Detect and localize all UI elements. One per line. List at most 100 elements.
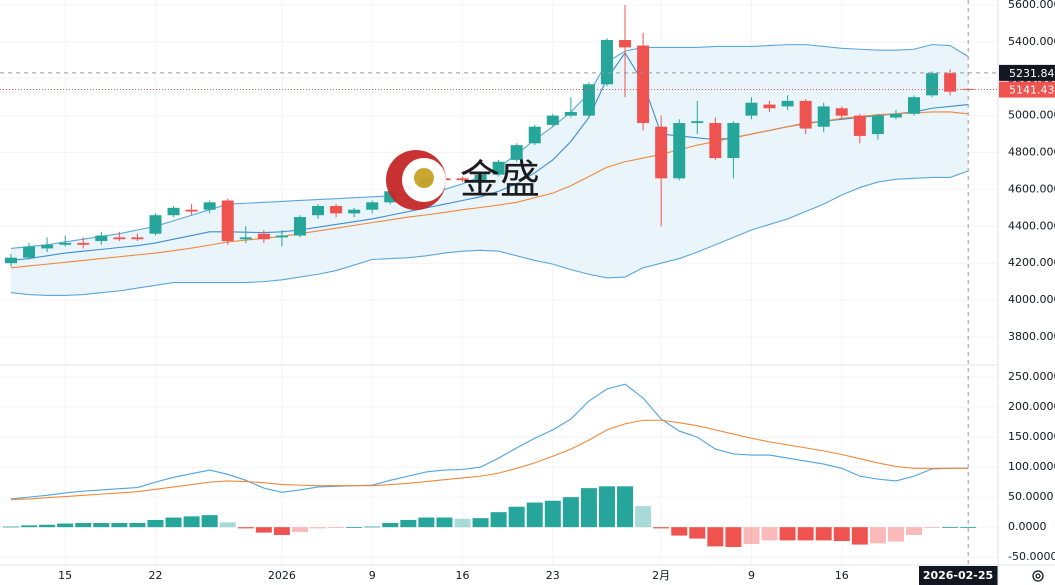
y-tick-label: 4200.0000 [1008,256,1055,269]
candle-body [257,233,270,240]
histogram-bar [815,527,832,541]
histogram-bar [617,486,634,528]
histogram-bar [490,512,507,528]
crosshair-price-box [999,64,1055,81]
candle-body [167,207,180,216]
histogram-bar [887,527,904,542]
histogram-bar [635,506,652,528]
histogram-bar [707,527,724,547]
histogram-bar [255,527,272,533]
crosshair-date-label: 2026-02-25 [923,569,993,582]
indicator-line [10,170,969,297]
histogram-bar [454,518,471,528]
watermark: 金盛 [460,157,540,203]
histogram-bar [779,527,796,541]
x-tick-label: 22 [148,569,162,582]
candle-body [889,113,902,118]
candle-body [185,209,198,212]
histogram-bar [57,523,74,528]
candle-body [619,40,632,48]
candle-body [944,73,957,92]
histogram-bar [111,522,128,528]
candle-body [745,102,758,116]
crosshair-price-label: 5231.84 [1009,67,1055,80]
histogram-bar [129,522,146,528]
histogram-bar [598,486,615,528]
histogram-bar [273,527,290,535]
histogram-bar [400,519,417,528]
last-price-box [999,81,1055,98]
x-tick-label: 15 [58,569,72,582]
x-tick-label: 2026 [268,569,296,582]
candle-body [546,115,559,125]
x-tick-label: 16 [456,569,470,582]
y-tick-label: 250.0000 [1008,370,1055,383]
candle-body [691,121,704,124]
histogram-bar [219,522,236,528]
x-tick-label: 9 [748,569,755,582]
candle-body [727,123,740,159]
last-price-label: 5141.43 [1009,84,1055,97]
histogram-bar [833,527,850,541]
candle-body [474,174,487,181]
candle-body [908,97,920,114]
candle-body [312,206,325,216]
histogram-bar [382,522,399,528]
histogram-bar [580,488,597,528]
y-tick-label: 100.0000 [1008,460,1055,473]
histogram-bar [418,517,435,528]
histogram-bar [364,526,381,528]
gear-hub[interactable] [1035,573,1041,579]
candle-body [492,161,505,175]
candle-body [564,111,577,116]
histogram-bar [924,527,941,528]
y-tick-label: 5400.0000 [1008,35,1055,48]
settings-icon[interactable] [1032,570,1044,582]
candle-body [835,108,848,116]
candle-body [113,237,126,240]
candle-body [637,45,650,124]
histogram-bar [328,527,345,528]
candle-body [41,244,54,249]
gear[interactable] [1032,570,1044,582]
histogram-bar [165,517,182,528]
candle-body [59,242,72,245]
candle-body [600,40,613,85]
candle-body [709,123,722,159]
candle-body [95,235,108,242]
histogram-bar [147,519,164,528]
histogram-bar [291,527,308,532]
histogram-bar [960,527,977,528]
histogram-bar [761,527,778,541]
candle-body [799,100,812,129]
candle-body [293,217,306,236]
histogram-bar [39,524,56,528]
y-tick-label: 4000.0000 [1008,293,1055,306]
y-tick-label: 50.0000 [1008,490,1054,503]
histogram-bar [671,527,688,536]
candle-body [5,257,17,264]
marks-layer [3,4,977,547]
candle-body [582,84,595,116]
candle-body [655,126,668,179]
histogram-bar [689,527,706,539]
histogram-bar [201,515,218,528]
candle-body [763,104,776,109]
histogram-bar [851,527,868,545]
histogram-bar [472,518,489,528]
crosshair-date-box [919,566,998,585]
candle-body [456,178,469,181]
histogram-bar [869,527,886,544]
candle-body [366,202,379,210]
histogram-bar [436,517,453,528]
histogram-bar [310,527,327,529]
candle-body [817,106,830,127]
y-tick-label: 4800.0000 [1008,146,1055,159]
candle-body [149,215,162,234]
y-tick-label: -50.0000 [1008,550,1055,563]
candle-body [348,209,361,214]
candle-body [673,123,686,179]
candle-body [77,242,90,245]
histogram-bar [797,527,814,541]
